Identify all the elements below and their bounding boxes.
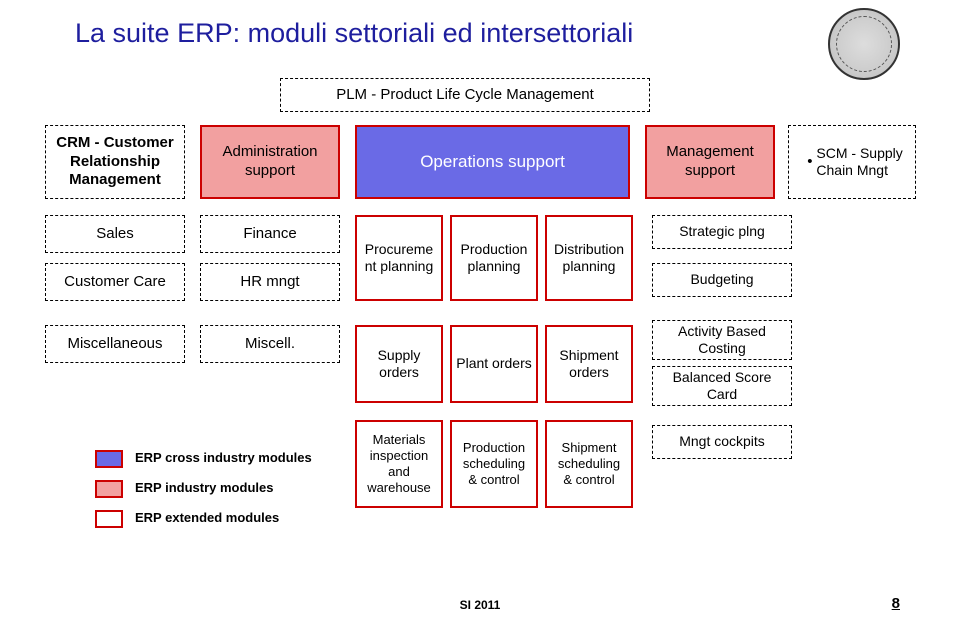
operations-support-box: Operations support bbox=[355, 125, 630, 199]
miscell-box: Miscell. bbox=[200, 325, 340, 363]
scm-label: SCM - Supply Chain Mngt bbox=[816, 145, 902, 180]
distribution-planning-box: Distribution planning bbox=[545, 215, 633, 301]
strategic-plng-box: Strategic plng bbox=[652, 215, 792, 249]
admin-support-box: Administration support bbox=[200, 125, 340, 199]
materials-warehouse-box: Materials inspection and warehouse bbox=[355, 420, 443, 508]
mngt-cockpits-box: Mngt cockpits bbox=[652, 425, 792, 459]
hr-box: HR mngt bbox=[200, 263, 340, 301]
legend-blue-icon bbox=[95, 450, 123, 468]
production-schedule-box: Production scheduling & control bbox=[450, 420, 538, 508]
miscellaneous-box: Miscellaneous bbox=[45, 325, 185, 363]
customer-care-box: Customer Care bbox=[45, 263, 185, 301]
legend-white-icon bbox=[95, 510, 123, 528]
shipment-schedule-box: Shipment scheduling & control bbox=[545, 420, 633, 508]
footer-label: SI 2011 bbox=[0, 598, 960, 612]
mgmt-support-box: Management support bbox=[645, 125, 775, 199]
budgeting-box: Budgeting bbox=[652, 263, 792, 297]
scm-box: • SCM - Supply Chain Mngt bbox=[788, 125, 916, 199]
production-planning-box: Production planning bbox=[450, 215, 538, 301]
university-seal-icon bbox=[828, 8, 900, 80]
legend-salmon-icon bbox=[95, 480, 123, 498]
abc-box: Activity Based Costing bbox=[652, 320, 792, 360]
bsc-box: Balanced Score Card bbox=[652, 366, 792, 406]
legend-extended-label: ERP extended modules bbox=[135, 510, 279, 525]
supply-orders-box: Supply orders bbox=[355, 325, 443, 403]
page-title: La suite ERP: moduli settoriali ed inter… bbox=[75, 18, 633, 49]
sales-box: Sales bbox=[45, 215, 185, 253]
crm-box: CRM - Customer Relationship Management bbox=[45, 125, 185, 199]
page-number: 8 bbox=[892, 595, 900, 612]
finance-box: Finance bbox=[200, 215, 340, 253]
procurement-planning-box: Procureme nt planning bbox=[355, 215, 443, 301]
legend-industry-label: ERP industry modules bbox=[135, 480, 273, 495]
shipment-orders-box: Shipment orders bbox=[545, 325, 633, 403]
legend-cross-label: ERP cross industry modules bbox=[135, 450, 312, 465]
plm-box: PLM - Product Life Cycle Management bbox=[280, 78, 650, 112]
plant-orders-box: Plant orders bbox=[450, 325, 538, 403]
